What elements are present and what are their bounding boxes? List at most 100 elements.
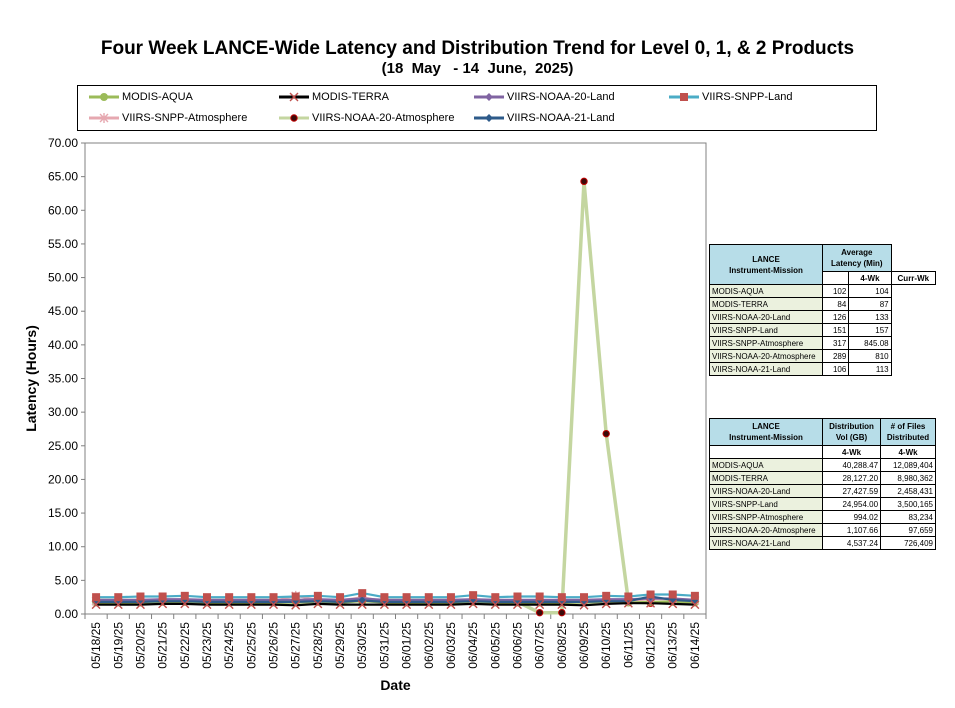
data-point-modis-terra: [402, 600, 412, 610]
latency-curr-wk: 104: [848, 284, 892, 298]
data-point-viirs-snpp-land: [136, 592, 145, 601]
y-tick-label: 55.00: [48, 237, 78, 251]
y-tick-label: 70.00: [48, 136, 78, 150]
x-tick-label: 05/30/25: [355, 622, 369, 669]
table-row: VIIRS-NOAA-20-Land 126 133: [709, 310, 936, 324]
y-tick-label: 25.00: [48, 439, 78, 453]
legend-swatch-marker: [485, 93, 493, 101]
x-tick-label: 05/24/25: [222, 622, 236, 669]
distribution-vol: 994.02: [821, 510, 882, 524]
x-tick-label: 06/02/25: [422, 622, 436, 669]
distribution-vol: 24,954.00: [821, 497, 882, 511]
latency-header-average: Average Latency (Min): [822, 244, 892, 272]
legend-item-modis-terra: MODIS-TERRA: [278, 89, 389, 105]
legend-swatch-icon: [279, 92, 309, 102]
y-axis-label: Latency (Hours): [23, 325, 39, 432]
chart-title: Four Week LANCE-Wide Latency and Distrib…: [100, 38, 855, 59]
data-point-modis-terra: [313, 599, 323, 609]
data-point-viirs-snpp-land: [668, 590, 677, 599]
x-axis-label: Date: [380, 677, 411, 693]
distribution-vol: 28,127.20: [821, 471, 882, 485]
data-point-viirs-snpp-land: [469, 591, 478, 600]
files-distributed: 97,659: [880, 523, 936, 537]
x-tick-label: 06/06/25: [510, 622, 524, 669]
x-tick-label: 05/19/25: [111, 622, 125, 669]
table-row: VIIRS-NOAA-20-Atmosphere 289 810: [709, 349, 936, 363]
y-tick-label: 20.00: [48, 472, 78, 486]
table-row: MODIS-TERRA 84 87: [709, 297, 936, 311]
x-tick-label: 05/22/25: [178, 622, 192, 669]
x-tick-label: 05/25/25: [244, 622, 258, 669]
y-tick-label: 60.00: [48, 203, 78, 217]
x-tick-label: 06/08/25: [555, 622, 569, 669]
x-tick-label: 05/26/25: [267, 622, 281, 669]
data-point-viirs-snpp-land: [92, 593, 101, 602]
data-point-viirs-snpp-land: [225, 593, 234, 602]
data-point-modis-terra: [91, 600, 101, 610]
x-tick-label: 05/27/25: [289, 622, 303, 669]
data-point-viirs-noaa-20-atmosphere: [535, 608, 544, 617]
data-point-viirs-snpp-land: [491, 593, 500, 602]
x-tick-label: 06/07/25: [533, 622, 547, 669]
latency-4wk: 106: [821, 362, 850, 376]
legend-item-modis-aqua: MODIS-AQUA: [88, 89, 193, 105]
series-line-viirs-noaa-21-land: [96, 595, 695, 604]
plot-area: [84, 142, 707, 615]
dist-sub-vol: 4-Wk: [821, 445, 882, 459]
x-tick-label: 05/23/25: [200, 622, 214, 669]
series-line-modis-terra: [96, 602, 695, 607]
series-modis-terra: [91, 598, 700, 610]
data-point-viirs-snpp-land: [158, 592, 167, 601]
legend-label: MODIS-TERRA: [312, 91, 389, 103]
latency-curr-wk: 810: [848, 349, 892, 363]
x-tick-label: 06/04/25: [466, 622, 480, 669]
data-point-viirs-snpp-land: [602, 591, 611, 600]
data-point-viirs-snpp-land: [202, 593, 211, 602]
data-point-viirs-snpp-land: [690, 591, 699, 600]
data-point-viirs-snpp-land: [247, 593, 256, 602]
x-tick-label: 05/28/25: [311, 622, 325, 669]
legend-swatch-icon: [89, 113, 119, 123]
data-point-modis-terra: [379, 600, 389, 610]
data-point-viirs-snpp-land: [114, 593, 123, 602]
x-tick-label: 06/01/25: [400, 622, 414, 669]
table-row: VIIRS-SNPP-Land 151 157: [709, 323, 936, 337]
data-point-modis-terra: [135, 600, 145, 610]
data-point-modis-terra: [690, 600, 700, 610]
table-row: VIIRS-NOAA-21-Land 4,537.24 726,409: [709, 536, 936, 550]
distribution-vol: 40,288.47: [821, 458, 882, 472]
data-point-viirs-snpp-land: [513, 592, 522, 601]
latency-curr-wk: 113: [848, 362, 892, 376]
mission-name: MODIS-TERRA: [709, 297, 823, 311]
dist-header-files: # of Files Distributed: [880, 418, 936, 446]
x-tick-label: 05/18/25: [89, 622, 103, 669]
x-tick-label: 05/20/25: [133, 622, 147, 669]
mission-name: MODIS-AQUA: [709, 284, 823, 298]
y-tick-label: 50.00: [48, 271, 78, 285]
latency-4wk: 84: [821, 297, 850, 311]
data-point-modis-terra: [113, 600, 123, 610]
mission-name: VIIRS-SNPP-Land: [709, 497, 823, 511]
y-tick-label: 35.00: [48, 372, 78, 386]
data-point-viirs-snpp-land: [624, 592, 633, 601]
data-point-modis-terra: [646, 598, 656, 608]
data-point-viirs-snpp-land: [535, 592, 544, 601]
legend-swatch-icon: [89, 93, 119, 101]
x-tick-label: 06/09/25: [577, 622, 591, 669]
x-tick-label: 06/10/25: [599, 622, 613, 669]
legend-item-viirs-noaa-21-land: VIIRS-NOAA-21-Land: [473, 110, 615, 126]
table-row: MODIS-AQUA 40,288.47 12,089,404: [709, 458, 936, 472]
x-tick-label: 06/14/25: [688, 622, 702, 669]
data-point-viirs-snpp-land: [269, 593, 278, 602]
data-point-viirs-snpp-land: [646, 590, 655, 599]
x-tick-label: 06/11/25: [621, 622, 635, 668]
table-row: VIIRS-NOAA-20-Land 27,427.59 2,458,431: [709, 484, 936, 498]
chart-subtitle: (18 May - 14 June, 2025): [381, 60, 574, 77]
legend-item-viirs-snpp-land: VIIRS-SNPP-Land: [668, 89, 792, 105]
mission-name: VIIRS-NOAA-20-Atmosphere: [709, 349, 823, 363]
mission-name: VIIRS-SNPP-Land: [709, 323, 823, 337]
dist-sub-files: 4-Wk: [880, 445, 936, 459]
data-point-modis-terra: [512, 600, 522, 610]
mission-name: VIIRS-NOAA-20-Land: [709, 484, 823, 498]
latency-4wk: 151: [821, 323, 850, 337]
